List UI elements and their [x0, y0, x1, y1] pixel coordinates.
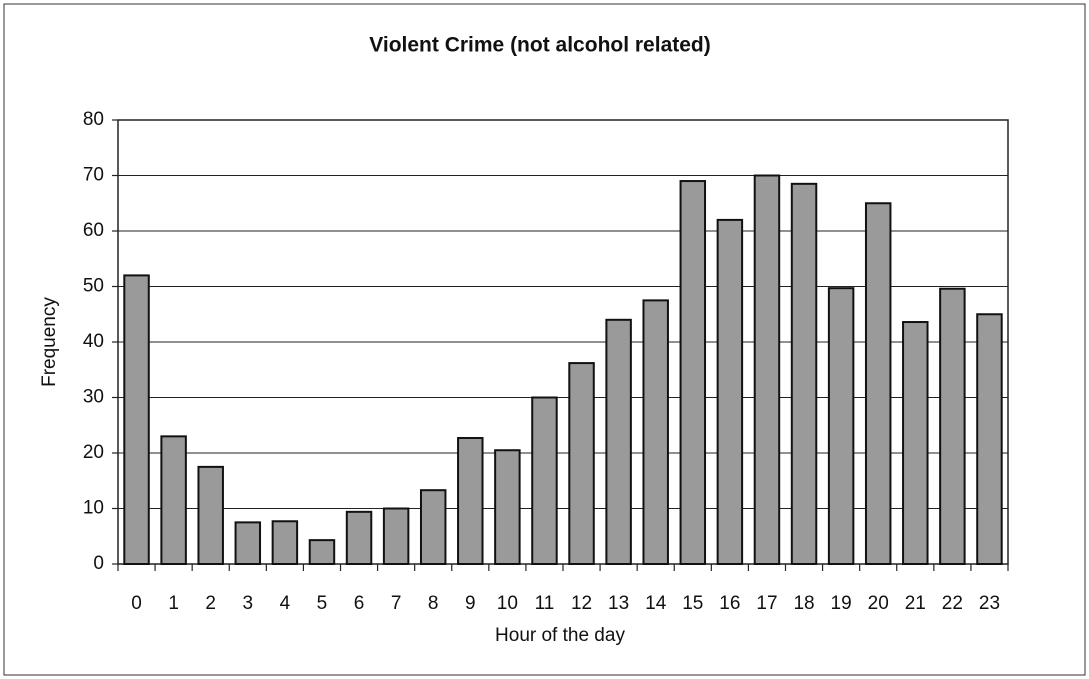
- x-tick-label: 3: [243, 593, 254, 614]
- x-tick-label: 15: [682, 593, 703, 614]
- y-tick-label: 10: [83, 498, 104, 519]
- bar: [160, 435, 187, 566]
- bar: [308, 539, 336, 566]
- x-tick-label: 2: [205, 593, 216, 614]
- bar: [827, 287, 855, 565]
- bar: [605, 318, 632, 565]
- x-tick-label: 22: [942, 593, 963, 614]
- x-tick-label: 12: [571, 593, 592, 614]
- x-tick-label: 6: [354, 593, 365, 614]
- x-tick-label: 5: [317, 593, 328, 614]
- bar: [419, 489, 447, 565]
- x-tick-label: 9: [465, 593, 476, 614]
- bar: [790, 182, 818, 565]
- y-tick-label: 70: [83, 165, 104, 186]
- bar: [457, 437, 484, 566]
- x-tick-label: 10: [497, 593, 518, 614]
- bar: [716, 218, 744, 565]
- bar: [864, 202, 892, 565]
- bar: [568, 362, 595, 565]
- chart-title: Violent Crime (not alcohol related): [369, 34, 711, 57]
- bar: [642, 299, 669, 565]
- x-tick-label: 8: [428, 593, 439, 614]
- x-tick-label: 1: [168, 593, 179, 614]
- x-tick-label: 17: [756, 593, 777, 614]
- x-tick-label: 16: [719, 593, 740, 614]
- bar: [382, 507, 410, 565]
- chart-frame: [3, 3, 1086, 676]
- x-tick-label: 19: [831, 593, 852, 614]
- y-tick-label: 0: [93, 553, 104, 574]
- x-tick-label: 14: [645, 593, 667, 614]
- bar: [345, 510, 373, 565]
- bar: [494, 449, 521, 566]
- y-tick-label: 20: [83, 442, 104, 463]
- x-tick-label: 13: [608, 593, 629, 614]
- x-tick-label: 0: [131, 593, 142, 614]
- y-tick-label: 80: [83, 109, 104, 130]
- bar: [902, 321, 929, 565]
- x-tick-label: 20: [868, 593, 889, 614]
- bar: [531, 396, 558, 565]
- bar: [679, 180, 707, 566]
- bar: [753, 174, 781, 565]
- bar: [123, 274, 150, 565]
- bar: [976, 313, 1003, 565]
- bar: [271, 520, 299, 566]
- y-tick-label: 40: [83, 331, 104, 352]
- y-tick-label: 30: [83, 387, 104, 408]
- y-axis-label: Frequency: [39, 297, 60, 387]
- y-tick-label: 60: [83, 220, 104, 241]
- x-tick-label: 4: [280, 593, 291, 614]
- x-axis-label: Hour of the day: [495, 625, 625, 646]
- y-tick-label: 50: [83, 276, 104, 297]
- bar: [939, 287, 966, 565]
- bar: [234, 521, 262, 565]
- x-tick-label: 23: [979, 593, 1000, 614]
- x-tick-label: 7: [391, 593, 402, 614]
- bar: [197, 465, 224, 565]
- x-tick-label: 18: [793, 593, 814, 614]
- x-tick-label: 11: [535, 593, 555, 614]
- x-tick-label: 21: [905, 593, 926, 614]
